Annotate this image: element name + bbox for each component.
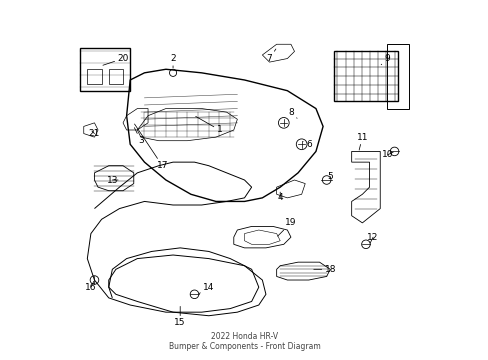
Text: 9: 9 bbox=[381, 54, 389, 65]
Text: 6: 6 bbox=[302, 140, 311, 149]
Text: 15: 15 bbox=[174, 306, 185, 327]
Text: 11: 11 bbox=[356, 132, 367, 150]
Text: 4: 4 bbox=[277, 192, 283, 202]
Text: 5: 5 bbox=[326, 172, 332, 181]
Text: 2022 Honda HR-V
Bumper & Components - Front Diagram: 2022 Honda HR-V Bumper & Components - Fr… bbox=[168, 332, 320, 351]
Text: 17: 17 bbox=[134, 124, 168, 170]
Text: 20: 20 bbox=[102, 54, 128, 65]
Text: 2: 2 bbox=[170, 54, 176, 68]
Text: 13: 13 bbox=[106, 176, 118, 185]
Text: 8: 8 bbox=[287, 108, 297, 118]
Text: 7: 7 bbox=[266, 49, 275, 63]
Text: 18: 18 bbox=[313, 265, 335, 274]
Text: 1: 1 bbox=[195, 116, 222, 135]
Text: 12: 12 bbox=[366, 233, 378, 243]
Text: 14: 14 bbox=[199, 283, 214, 293]
Text: 10: 10 bbox=[381, 150, 392, 159]
Text: 21: 21 bbox=[89, 129, 100, 138]
Text: 3: 3 bbox=[134, 128, 143, 145]
Text: 16: 16 bbox=[85, 281, 97, 292]
Text: 19: 19 bbox=[277, 219, 296, 236]
